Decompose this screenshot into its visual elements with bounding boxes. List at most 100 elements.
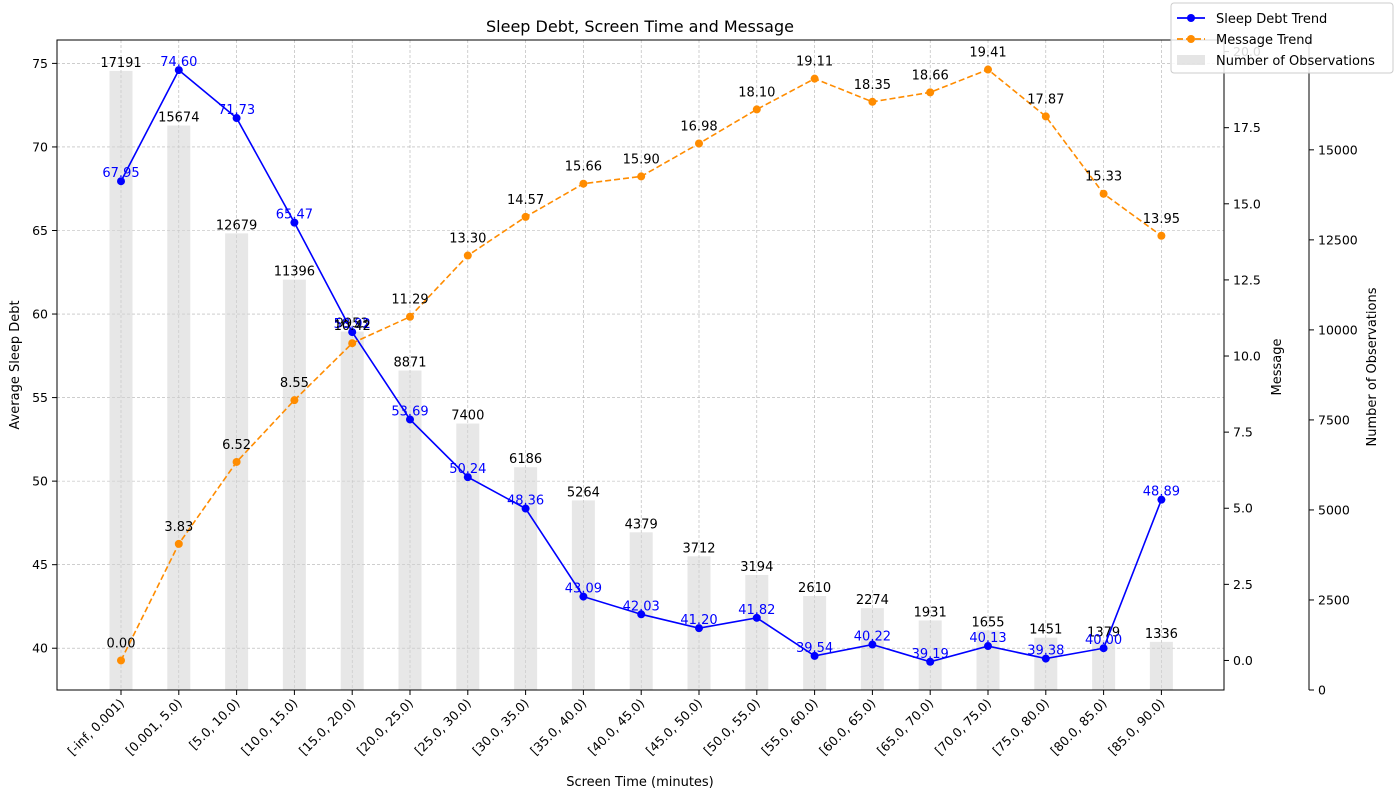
- sleep-debt-label: 50.24: [449, 462, 486, 477]
- plot-frame: [56, 39, 1225, 691]
- message-point: [984, 65, 992, 74]
- sleep-debt-point: [926, 657, 935, 666]
- message-label: 13.95: [1143, 212, 1180, 227]
- sleep-debt-point: [174, 66, 183, 75]
- sleep-debt-label: 58.92: [334, 317, 371, 332]
- x-tick-label: [0.001, 5.0): [122, 696, 184, 758]
- y3-tick-label: 10000: [1318, 322, 1358, 337]
- sleep-debt-point: [868, 640, 877, 649]
- observation-bar: [745, 574, 769, 690]
- message-label: 15.66: [565, 160, 602, 175]
- message-label: 18.35: [854, 78, 891, 93]
- y3-axis-label: Number of Observations: [1365, 287, 1380, 446]
- message-label: 13.30: [449, 232, 486, 247]
- observation-label: 9953: [336, 317, 369, 332]
- message-label: 19.11: [796, 55, 833, 70]
- sleep-debt-point: [1041, 654, 1050, 663]
- message-point: [232, 457, 241, 466]
- y-tick-label: 50: [32, 474, 48, 489]
- chart-title: Sleep Debt, Screen Time and Message: [486, 17, 794, 36]
- sleep-debt-label: 39.19: [912, 647, 949, 662]
- y3-tick-label: 12500: [1318, 232, 1358, 247]
- observation-bar: [340, 331, 364, 690]
- message-label: 15.33: [1085, 170, 1122, 185]
- y-tick-label: 65: [32, 223, 48, 238]
- message-label: 8.55: [280, 376, 309, 391]
- y2-axis-label: Message: [1270, 339, 1285, 396]
- observation-label: 12679: [216, 218, 257, 233]
- observation-label: 8871: [393, 356, 426, 371]
- observation-label: 5264: [567, 485, 600, 500]
- observation-label: 15674: [158, 111, 199, 126]
- x-tick-label: [50.0, 55.0): [700, 696, 762, 758]
- y2-tick-label: 15.0: [1233, 196, 1261, 211]
- message-point: [174, 539, 183, 548]
- message-point: [1041, 112, 1050, 121]
- sleep-debt-label: 71.73: [218, 103, 255, 118]
- x-axis-label: Screen Time (minutes): [566, 775, 714, 790]
- observation-bar: [109, 70, 133, 690]
- observation-bar: [860, 608, 884, 690]
- sleep-debt-label: 53.69: [391, 404, 428, 419]
- observation-label: 2610: [798, 581, 831, 596]
- sleep-debt-point: [695, 624, 703, 633]
- observation-bar: [687, 556, 711, 690]
- sleep-debt-label: 65.47: [276, 208, 313, 223]
- y-tick-label: 55: [32, 390, 48, 405]
- label-layer: 17191 15674 12679 11396 9953 8871 7400 6186 5264…: [100, 46, 1180, 662]
- line-layer: [117, 65, 1166, 666]
- message-point: [406, 312, 414, 321]
- observation-bar: [1092, 640, 1116, 690]
- y2-tick-label: 10.0: [1233, 349, 1261, 364]
- message-label: 6.52: [222, 438, 251, 453]
- message-point: [290, 396, 299, 405]
- message-label: 18.66: [912, 68, 949, 83]
- message-point: [810, 74, 819, 83]
- y2-tick-label: 7.5: [1233, 425, 1253, 440]
- y-tick-label: 60: [32, 307, 48, 322]
- sleep-debt-label: 43.09: [565, 582, 602, 597]
- y3-tick-label: 15000: [1318, 142, 1358, 157]
- y2-tick-label: 5.0: [1233, 501, 1253, 516]
- sleep-debt-point: [637, 610, 646, 619]
- observation-bar: [282, 279, 306, 690]
- sleep-debt-point: [1099, 644, 1108, 653]
- sleep-debt-label: 67.95: [102, 166, 139, 181]
- observation-bar: [976, 630, 1000, 690]
- observation-label: 6186: [509, 452, 542, 467]
- x-tick-label: [30.0, 35.0): [469, 696, 531, 758]
- observation-label: 1655: [971, 615, 1004, 630]
- message-label: 14.57: [507, 193, 544, 208]
- sleep-debt-point: [232, 114, 241, 123]
- message-label: 11.29: [391, 293, 428, 308]
- y3-tick-label: 2500: [1318, 592, 1350, 607]
- observation-label: 1336: [1145, 627, 1178, 642]
- y-tick-label: 40: [32, 641, 48, 656]
- x-tick-label: [70.0, 75.0): [932, 696, 994, 758]
- sleep-debt-point: [290, 218, 299, 227]
- message-label: 18.10: [738, 85, 775, 100]
- x-tick-label: [60.0, 65.0): [816, 696, 878, 758]
- x-tick-label: [-inf, 0.001): [64, 696, 127, 759]
- x-tick-label: [65.0, 70.0): [874, 696, 936, 758]
- x-tick-label: [35.0, 40.0): [527, 696, 589, 758]
- sleep-debt-point: [117, 177, 125, 186]
- message-point: [868, 97, 877, 106]
- y2-tick-label: 12.5: [1233, 272, 1261, 287]
- legend-marker-sleep: [1187, 14, 1195, 22]
- message-label: 0.00: [107, 636, 136, 651]
- message-point: [1157, 231, 1166, 240]
- observation-label: 17191: [100, 56, 141, 71]
- y3-tick-label: 7500: [1318, 412, 1350, 427]
- sleep-debt-point: [1157, 495, 1166, 504]
- y-axis-label: Average Sleep Debt: [8, 300, 23, 429]
- x-tick-label: [85.0, 90.0): [1105, 696, 1167, 758]
- y2-tick-label: 2.5: [1233, 577, 1253, 592]
- sleep-debt-point: [348, 328, 357, 337]
- x-tick-label: [55.0, 60.0): [758, 696, 820, 758]
- legend-marker-message: [1187, 35, 1195, 43]
- sleep-debt-point: [579, 592, 588, 601]
- message-point: [1099, 189, 1108, 198]
- sleep-debt-point: [406, 415, 414, 424]
